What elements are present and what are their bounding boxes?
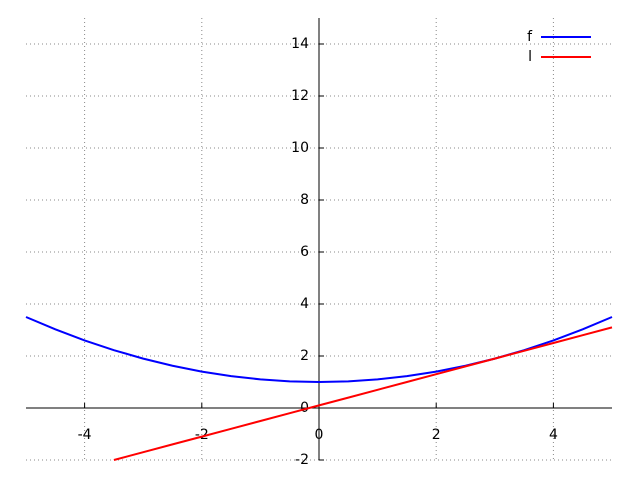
y-tick-label: 0 — [300, 400, 309, 416]
y-tick-label: 6 — [300, 244, 309, 260]
x-tick-label: -2 — [195, 427, 209, 443]
y-tick-label: 8 — [300, 192, 309, 208]
y-tick-label: -2 — [295, 452, 309, 468]
x-tick-label: 2 — [432, 427, 441, 443]
series-line — [113, 326, 613, 461]
legend-label: l — [528, 49, 532, 65]
y-tick-label: 14 — [291, 36, 309, 52]
y-tick-label: 10 — [291, 140, 309, 156]
x-tick-label: 4 — [549, 427, 558, 443]
legend-label: f — [527, 29, 533, 45]
y-tick-label: 12 — [291, 88, 309, 104]
y-tick-label: 4 — [300, 296, 309, 312]
y-tick-label: 2 — [300, 348, 309, 364]
x-tick-label: 0 — [315, 427, 324, 443]
x-tick-label: -4 — [78, 427, 92, 443]
